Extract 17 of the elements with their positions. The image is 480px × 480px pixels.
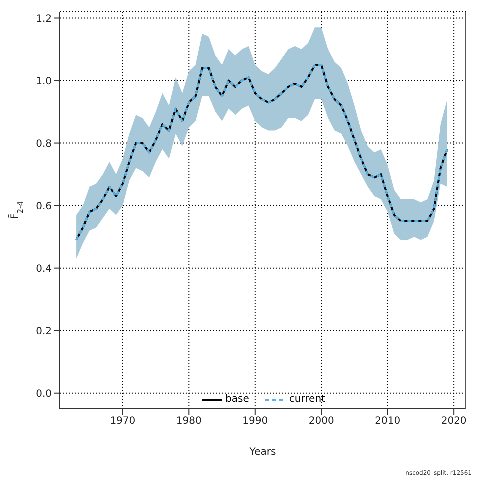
y-tick-label: 0.2 — [36, 326, 52, 338]
x-tick-label: 1970 — [110, 416, 136, 428]
y-tick-label: 0.8 — [36, 138, 52, 150]
legend-label: base — [224, 394, 250, 405]
y-tick-label: 0.4 — [36, 264, 52, 275]
x-tick-label: 2000 — [308, 416, 334, 428]
y-tick-label: 0.0 — [36, 388, 52, 400]
y-tick-label: 1.0 — [36, 76, 52, 88]
x-tick-label: 1980 — [176, 416, 202, 428]
x-tick-label: 1990 — [242, 416, 268, 428]
x-tick-label: 2010 — [375, 416, 401, 428]
legend-label: current — [288, 394, 326, 405]
x-axis-title: Years — [248, 447, 276, 458]
x-tick-label: 2020 — [441, 416, 467, 428]
line-series — [76, 64, 448, 242]
y-tick-label: 0.6 — [36, 201, 52, 212]
y-tick-label: 1.2 — [36, 14, 52, 25]
